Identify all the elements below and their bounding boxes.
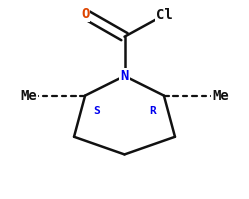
Text: S: S [93, 106, 100, 116]
Text: O: O [81, 7, 89, 21]
Text: Cl: Cl [156, 8, 172, 22]
Text: Me: Me [212, 89, 229, 102]
Text: Me: Me [20, 89, 37, 102]
Text: R: R [149, 106, 156, 116]
Text: N: N [120, 69, 129, 83]
